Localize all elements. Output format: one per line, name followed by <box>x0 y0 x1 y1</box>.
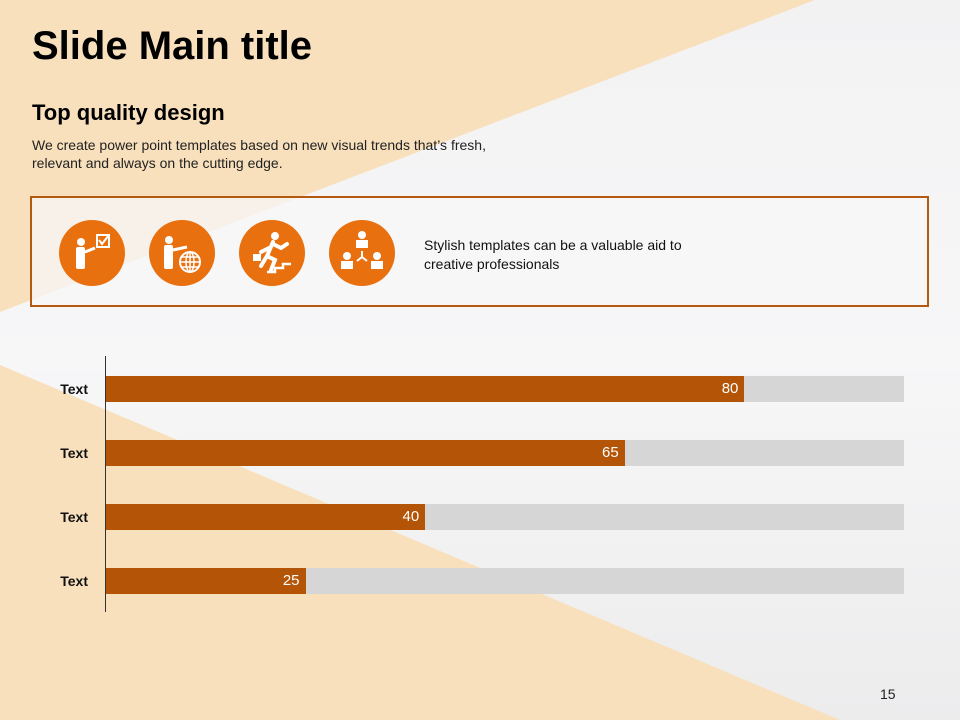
data-label: 65 <box>602 444 619 461</box>
bar: 25 <box>106 568 306 594</box>
bar: 65 <box>106 440 625 466</box>
presenter-checkbox-icon <box>59 220 125 286</box>
bar-track: 80 <box>106 376 904 402</box>
feature-text: Stylish templates can be a valuable aid … <box>424 237 682 272</box>
running-upstairs-icon <box>239 220 305 286</box>
bar-track: 25 <box>106 568 904 594</box>
category-label: Text <box>60 381 88 397</box>
data-label: 40 <box>402 508 420 525</box>
data-label: 25 <box>282 572 300 589</box>
bg-shape-bottom <box>0 365 840 720</box>
category-label: Text <box>60 509 88 525</box>
description-text: We create power point templates based on… <box>32 137 486 171</box>
category-label: Text <box>60 573 88 589</box>
page-number: 15 <box>880 686 896 702</box>
presenter-globe-icon <box>149 220 215 286</box>
slide-subtitle: Top quality design <box>32 100 225 125</box>
chart-axis <box>105 356 106 612</box>
data-label: 80 <box>721 380 739 397</box>
bar-track: 40 <box>106 504 904 530</box>
team-hierarchy-icon <box>329 220 395 286</box>
slide-title: Slide Main title <box>32 24 313 68</box>
bar: 80 <box>106 376 745 402</box>
category-label: Text <box>60 445 88 461</box>
bar: 40 <box>106 504 426 530</box>
bar-track: 65 <box>106 440 904 466</box>
feature-box: Stylish templates can be a valuable aid … <box>30 196 929 307</box>
